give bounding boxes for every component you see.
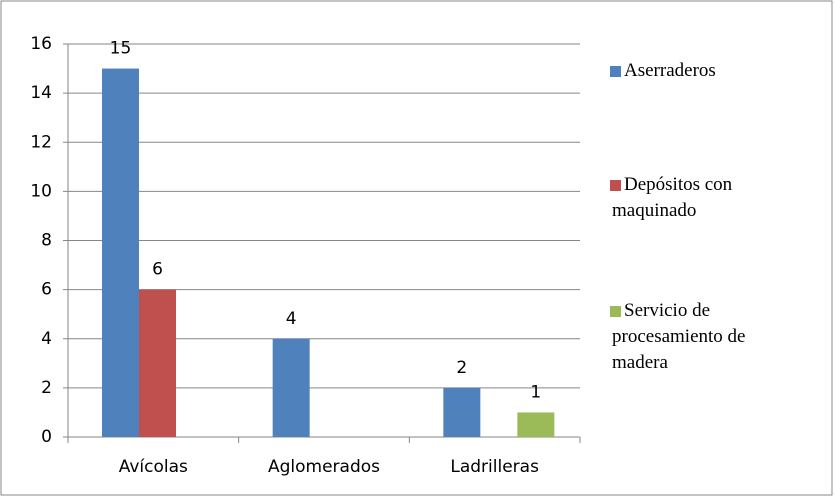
legend-swatch	[610, 306, 621, 317]
legend-swatch	[610, 180, 621, 191]
legend-line: Servicio de	[624, 300, 710, 321]
legend-label: Depósitos con maquinado	[612, 174, 733, 221]
y-tick-label: 2	[41, 378, 52, 398]
y-tick-label: 12	[30, 132, 52, 152]
bar	[272, 338, 310, 437]
legend-label: Servicio de procesamiento de madera	[612, 300, 745, 373]
legend-line: procesamiento de	[612, 326, 745, 347]
x-tick-label: Ladrilleras	[450, 457, 539, 477]
bar	[443, 387, 481, 437]
data-label: 6	[152, 260, 163, 280]
bar	[139, 289, 176, 437]
data-label: 4	[286, 309, 297, 329]
y-tick-label: 6	[41, 280, 52, 300]
y-tick-label: 14	[30, 83, 52, 103]
legend-line: madera	[612, 352, 668, 373]
y-tick-label: 8	[41, 231, 52, 251]
legend-swatch	[610, 66, 621, 77]
legend-line: Aserraderos	[624, 60, 716, 81]
y-tick-label: 10	[30, 181, 52, 201]
y-tick-label: 4	[41, 329, 52, 349]
bar	[102, 68, 139, 437]
y-tick-label: 0	[41, 427, 52, 447]
x-tick-label: Avícolas	[119, 457, 188, 477]
data-label: 1	[530, 382, 541, 402]
bar	[517, 412, 555, 437]
y-tick-label: 16	[30, 34, 52, 54]
legend-label: Aserraderos	[624, 60, 716, 81]
legend-line: Depósitos con	[624, 174, 733, 195]
x-tick-label: Aglomerados	[268, 457, 380, 477]
data-label: 15	[110, 39, 132, 59]
legend-line: maquinado	[612, 200, 696, 221]
data-label: 2	[456, 358, 467, 378]
